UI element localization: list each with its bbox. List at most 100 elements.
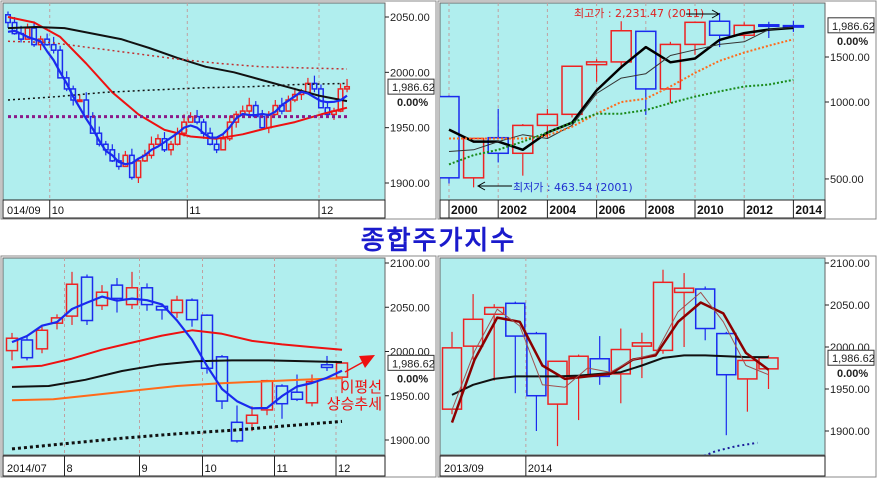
chart-panel-yearly: 2000 2002 2004 2006 2008 2010 2012 2014 1500.00 1… [437, 0, 877, 220]
candle [245, 406, 259, 432]
candle [140, 283, 154, 311]
x-tick-label: 9 [142, 463, 148, 475]
plot-content [440, 3, 805, 200]
candle [344, 78, 351, 93]
candle-body [737, 359, 758, 380]
candle-body [65, 283, 79, 317]
ma-line-ma3 [448, 26, 794, 152]
current-price-label: 1,986.62 [832, 21, 875, 33]
y-tick-label: 2050.00 [390, 12, 430, 24]
candle-body [440, 95, 460, 179]
change-percent-label: 0.00% [837, 368, 868, 380]
candle-body [57, 49, 64, 79]
candle-body [305, 380, 319, 404]
trend-arrow [344, 360, 366, 373]
candle [125, 271, 139, 310]
candle [561, 65, 583, 118]
ma-line-ma5 [450, 301, 770, 424]
y-tick-label: 1950.00 [390, 391, 430, 403]
candle-body [317, 88, 324, 109]
chart-title: 종합주가지수 [360, 226, 517, 256]
candle-body [610, 30, 632, 63]
x-tick-label: 2014/07 [7, 463, 47, 475]
candle [200, 314, 214, 374]
plot-area [439, 2, 826, 201]
current-price-box [387, 354, 435, 371]
candle-body [50, 43, 57, 51]
candle-body [245, 414, 259, 424]
candle [168, 140, 174, 156]
candle-body [536, 113, 559, 127]
candle-body [5, 14, 11, 24]
candle-body [708, 20, 731, 36]
y-tick-label: 1900.00 [390, 435, 430, 447]
x-tick-label: 11 [277, 463, 288, 475]
y-tick-label: 500.00 [830, 174, 864, 186]
candle-body [483, 306, 505, 315]
candle-body [220, 137, 227, 151]
candle-body [155, 305, 169, 311]
candle [441, 331, 463, 415]
candle [110, 278, 124, 313]
x-tick-label: 2012 [746, 203, 773, 217]
candle [782, 20, 805, 32]
candle-body [441, 347, 463, 410]
x-tick-label: 2006 [599, 203, 626, 217]
candle-body [462, 318, 484, 347]
candle [135, 157, 142, 183]
candle-body [122, 154, 129, 168]
candle [324, 101, 331, 117]
x-tick-label: 11 [189, 205, 200, 217]
candle [194, 109, 201, 125]
x-tick-label: 2000 [451, 203, 478, 217]
candle [5, 11, 11, 29]
candle-body [168, 143, 174, 151]
candle [246, 97, 253, 115]
plot-content [5, 258, 349, 455]
candle-body [194, 115, 201, 123]
current-price-label: 1,986.62 [392, 358, 435, 370]
trend-annotation-line1: 이평선 [341, 378, 382, 396]
candle-body [290, 391, 304, 401]
candle-body [259, 115, 266, 129]
y-tick-label: 2050.00 [830, 300, 870, 312]
x-tick-label: 2014 [795, 203, 822, 217]
change-percent-label: 0.00% [397, 373, 428, 385]
ma-line-short [11, 295, 343, 410]
candle-body [782, 24, 805, 28]
y-tick-label: 1950.00 [830, 384, 870, 396]
candle-body [716, 332, 737, 376]
candle [154, 134, 161, 146]
candle [631, 332, 653, 379]
candle-body [80, 276, 94, 322]
y-tick-label: 1900.00 [390, 178, 430, 190]
candle-body [631, 342, 653, 347]
high-arrow-head [711, 9, 721, 19]
candle-body [673, 287, 695, 294]
candle-body [128, 154, 135, 179]
candle [684, 21, 706, 55]
x-tick-label: 2008 [648, 203, 675, 217]
candle-body [35, 329, 49, 350]
x-tick-label: 10 [205, 463, 217, 475]
y-tick-label: 1900.00 [830, 426, 870, 438]
x-tick-label: 8 [67, 463, 73, 475]
x-tick-label: 014/09 [7, 205, 41, 217]
candle [230, 405, 244, 443]
candle [320, 355, 334, 371]
y-tick-label: 2050.00 [390, 302, 430, 314]
candle-body [320, 364, 334, 369]
y-tick-label: 2100.00 [830, 258, 870, 270]
plot-content [5, 3, 351, 200]
x-tick-label: 2014 [528, 463, 552, 475]
x-tick-label: 12 [338, 463, 350, 475]
candle [155, 304, 169, 320]
candle [652, 269, 674, 354]
candle [659, 41, 682, 104]
candle-body [200, 314, 214, 370]
x-tick-label: 2002 [500, 203, 527, 217]
ma-line-ma120 [7, 40, 348, 70]
candle [673, 273, 695, 347]
current-price-box [827, 349, 875, 366]
